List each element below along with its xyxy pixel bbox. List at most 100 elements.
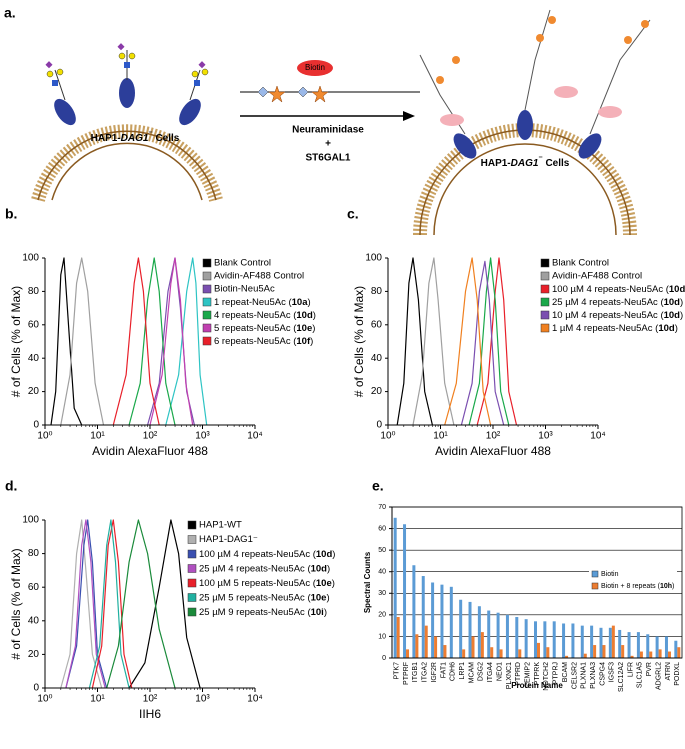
x-tick-label: 10¹ (90, 694, 105, 705)
bar (480, 632, 484, 658)
legend-swatch (202, 323, 212, 333)
bar (677, 647, 681, 658)
x-tick-label: CDH6 (450, 662, 457, 681)
panel-label: c. (347, 206, 359, 222)
legend-label: HAP1-WT (199, 520, 242, 531)
bar (571, 623, 575, 658)
bar (499, 649, 503, 658)
x-tick-label: 10³ (195, 431, 210, 442)
legend-swatch (591, 570, 599, 578)
x-tick-label: BCAM (562, 662, 569, 682)
y-tick-label: 0 (382, 655, 386, 662)
histogram-curve (444, 257, 492, 426)
legend-label: 10 µM 4 repeats-Neu5Ac (10d) (552, 310, 683, 321)
histogram-curve (60, 257, 105, 426)
x-tick-label: SLC12A2 (618, 662, 625, 692)
bar (415, 634, 419, 658)
legend-label: 1 µM 4 repeats-Neu5Ac (10d) (552, 323, 678, 334)
x-tick-label: MCAM (468, 662, 475, 684)
legend-label: 6 repeats-Neu5Ac (10f) (214, 336, 313, 347)
histogram-curve (468, 257, 510, 426)
y-axis-label: # of Cells (% of Max) (9, 286, 23, 397)
tag-label: Biotin (305, 63, 325, 72)
x-tick-label: 10¹ (433, 431, 448, 442)
legend-swatch (202, 310, 212, 320)
legend-label: 25 µM 4 repeats-Neu5Ac (10d) (199, 563, 330, 574)
x-tick-label: 10⁰ (380, 431, 395, 442)
x-axis-label: IIH6 (139, 707, 161, 721)
x-tick-label: 10⁴ (590, 431, 605, 442)
bar (611, 625, 615, 658)
bar (524, 619, 528, 658)
cell-label: HAP1-DAG1⁻ Cells (91, 129, 180, 144)
bar (412, 565, 416, 658)
x-tick-label: 10³ (195, 694, 210, 705)
legend-swatch (202, 336, 212, 346)
y-tick-label: 100 (22, 253, 39, 264)
x-tick-label: CELSR2 (571, 662, 578, 689)
x-tick-label: 10⁴ (247, 694, 262, 705)
bar (658, 649, 662, 658)
histogram-curve (91, 519, 133, 689)
legend-swatch (187, 549, 197, 559)
legend-label: 100 µM 5 repeats-Neu5Ac (10e) (199, 578, 335, 589)
legend-swatch (187, 607, 197, 617)
histogram-curve (112, 257, 160, 426)
histogram-curve (460, 260, 505, 426)
x-tick-label: 10² (486, 431, 501, 442)
bar (462, 649, 466, 658)
y-tick-label: 50 (378, 547, 386, 554)
legend-label: 5 repeats-Neu5Ac (10e) (214, 323, 315, 334)
legend-label: HAP1-DAG1⁻ (199, 534, 258, 545)
legend-label: 25 µM 9 repeats-Neu5Ac (10i) (199, 607, 327, 618)
x-axis-label: Protein Name (511, 681, 563, 690)
plot-frame (391, 506, 683, 659)
bar (649, 651, 653, 658)
bar (543, 621, 547, 658)
legend-swatch (187, 593, 197, 602)
x-tick-label: NOTCH2 (543, 662, 550, 691)
bar (599, 627, 603, 658)
bar (583, 653, 587, 658)
histogram-curve (50, 257, 83, 426)
legend-label: Avidin-AF488 Control (214, 271, 304, 282)
bar (396, 617, 400, 658)
histogram-curve (476, 257, 518, 426)
y-tick-label: 10 (378, 633, 386, 640)
bar (562, 623, 566, 658)
y-tick-label: 80 (28, 286, 40, 297)
x-axis-label: Avidin AlexaFluor 488 (92, 444, 208, 458)
x-tick-label: PLXNC1 (506, 662, 513, 689)
y-tick-label: 80 (28, 548, 40, 559)
bar (590, 625, 594, 658)
y-tick-label: 100 (365, 253, 382, 264)
bar (477, 606, 481, 658)
x-tick-label: PLXNA1 (581, 662, 588, 689)
legend-swatch (202, 284, 212, 294)
y-tick-label: 30 (378, 590, 386, 597)
y-tick-label: 40 (378, 569, 386, 576)
x-tick-label: CSPG4 (599, 662, 606, 686)
x-tick-label: IGF2R (431, 662, 438, 683)
legend-label: Avidin-AF488 Control (552, 271, 642, 282)
legend-label: Biotin + 8 repeats (10h) (601, 583, 674, 590)
cell-right (413, 9, 651, 236)
legend-swatch (540, 297, 550, 307)
bar (565, 655, 569, 658)
legend-swatch (202, 297, 212, 307)
bar (440, 584, 444, 658)
bar (468, 601, 472, 658)
x-tick-label: CEMIP2 (524, 662, 531, 688)
histogram-curve (60, 519, 103, 689)
bar (490, 647, 494, 658)
legend-swatch (187, 535, 197, 544)
histogram-curve (128, 519, 201, 689)
histogram-curve (165, 257, 208, 426)
x-tick-label: ATRN (665, 662, 672, 681)
x-tick-label: PTPRJ (553, 662, 560, 684)
bar (449, 586, 453, 658)
bar (646, 634, 650, 658)
legend-swatch (540, 258, 550, 268)
cell-left (31, 43, 223, 202)
